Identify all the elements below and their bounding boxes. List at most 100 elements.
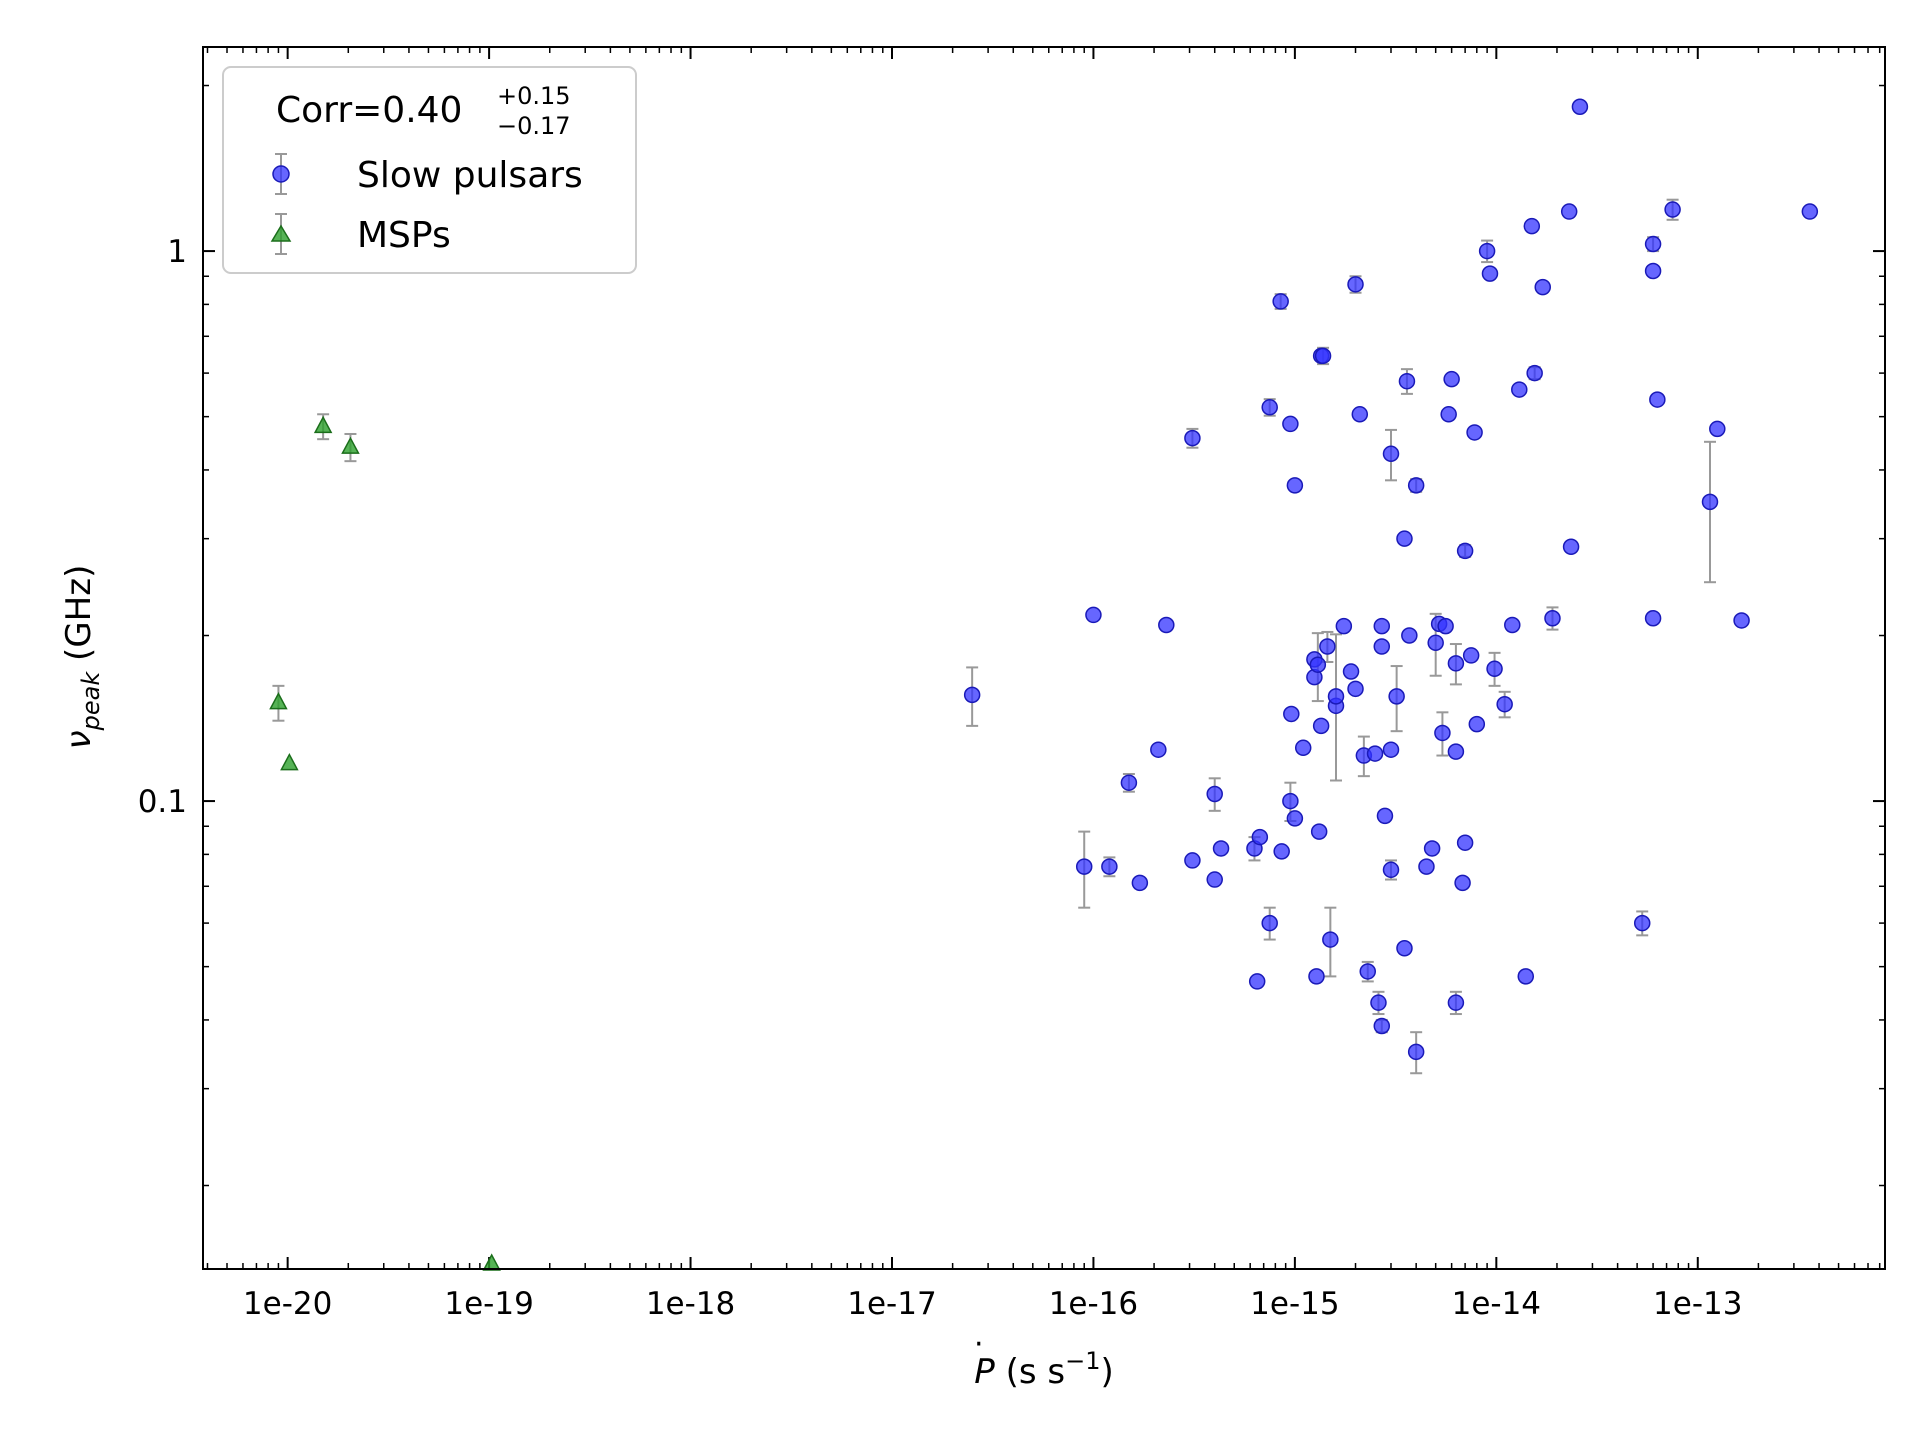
- slow-pulsars-point: [1184, 852, 1201, 869]
- x-axis-label: P (s s−1): [974, 1347, 1113, 1392]
- slow-pulsars-point: [1382, 445, 1400, 463]
- slow-pulsars-point: [1664, 201, 1681, 218]
- slow-pulsars-point: [1314, 347, 1332, 365]
- slow-pulsars-point: [1478, 242, 1496, 260]
- slow-pulsars-point: [1373, 1017, 1391, 1035]
- slow-pulsars-point: [1206, 871, 1223, 888]
- slow-pulsars-point: [1511, 381, 1528, 398]
- legend-title-sup: +0.15: [497, 82, 571, 110]
- slow-pulsars-point: [1454, 874, 1471, 892]
- slow-pulsars-point: [1544, 609, 1561, 627]
- slow-pulsars-point: [1310, 823, 1328, 840]
- slow-pulsars-point: [1131, 874, 1149, 892]
- slow-pulsars-point: [1418, 858, 1435, 875]
- slow-pulsars-point: [1373, 617, 1391, 635]
- legend-title-sub: −0.17: [497, 112, 571, 140]
- legend: Corr=0.40 +0.15 −0.17 Slow pulsars MSPs: [222, 66, 637, 274]
- slow-pulsars-point: [1447, 994, 1465, 1011]
- slow-pulsars-point: [1312, 717, 1330, 735]
- slow-pulsars-point: [1327, 688, 1345, 705]
- slow-pulsars-point: [1701, 493, 1719, 511]
- slow-pulsars-point: [1407, 1043, 1425, 1061]
- slow-pulsars-point: [1396, 940, 1413, 957]
- legend-title: Corr=0.40: [276, 90, 462, 131]
- slow-pulsars-point: [1272, 293, 1289, 310]
- slow-pulsars-point: [1308, 968, 1325, 985]
- y-tick-label: 0.1: [138, 784, 187, 820]
- slow-pulsars-point: [1342, 663, 1360, 680]
- slow-pulsars-point: [1462, 647, 1480, 664]
- slow-pulsars-point: [1075, 858, 1093, 875]
- slow-pulsars-point: [1206, 785, 1223, 803]
- msps-point: [280, 752, 299, 771]
- x-tick-label: 1e-15: [1250, 1286, 1339, 1322]
- slow-pulsars-point: [1517, 968, 1535, 985]
- slow-pulsars-point: [1283, 705, 1300, 723]
- slow-pulsars-point: [1309, 656, 1327, 673]
- slow-pulsars-point: [1437, 617, 1454, 635]
- msps-point: [341, 436, 360, 454]
- slow-pulsars-point: [1398, 372, 1416, 390]
- x-tick-label: 1e-17: [847, 1286, 936, 1322]
- slow-pulsars-point: [1709, 420, 1726, 438]
- slow-pulsars-point: [1319, 638, 1336, 655]
- slow-pulsars-point: [1158, 616, 1175, 634]
- slow-pulsars-point: [1294, 739, 1312, 757]
- slow-pulsars-point: [1466, 424, 1483, 441]
- legend-marker-slow-pulsars: [272, 165, 290, 183]
- slow-pulsars-point: [1644, 235, 1662, 253]
- slow-pulsars-point: [1120, 774, 1138, 791]
- slow-pulsars-point: [1261, 914, 1278, 932]
- slow-pulsars-point: [1526, 364, 1543, 382]
- slow-pulsars-point: [1560, 203, 1578, 220]
- slow-pulsars-point: [1248, 973, 1266, 990]
- slow-pulsars-point: [1401, 627, 1418, 644]
- slow-pulsars-point: [1407, 477, 1425, 494]
- slow-pulsars-point: [1376, 807, 1394, 825]
- slow-pulsars-point: [1351, 406, 1369, 423]
- slow-pulsars-point: [1571, 98, 1589, 115]
- slow-pulsars-point: [1335, 617, 1353, 635]
- slow-pulsars-point: [1534, 278, 1551, 296]
- slow-pulsars-point: [1649, 391, 1666, 408]
- x-tick-label: 1e-19: [444, 1286, 533, 1322]
- slow-pulsars-point: [1633, 914, 1651, 932]
- y-tick-label: 1: [167, 234, 187, 270]
- slow-pulsars-point: [1261, 399, 1278, 416]
- slow-pulsars-point: [1440, 406, 1457, 423]
- slow-pulsars-point: [1251, 828, 1269, 846]
- slow-pulsars-point: [1212, 840, 1230, 857]
- slow-pulsars-point: [1456, 542, 1474, 560]
- legend-frame: [222, 66, 637, 274]
- slow-pulsars-point: [1282, 415, 1299, 433]
- slow-pulsars-point: [963, 686, 981, 704]
- tick-labels: 1e-20 1e-19 1e-18 1e-17 1e-16 1e-15 1e-14 1e-13…: [138, 234, 1743, 1322]
- slow-pulsars-point: [1347, 276, 1364, 293]
- x-tick-label: 1e-13: [1653, 1286, 1742, 1322]
- x-tick-label: 1e-20: [243, 1286, 332, 1322]
- slow-pulsars-point: [1286, 810, 1304, 827]
- slow-pulsars-point: [1423, 840, 1441, 857]
- slow-pulsars-point: [1396, 530, 1413, 547]
- slow-pulsars-point: [1504, 616, 1521, 634]
- x-tick-label: 1e-18: [646, 1286, 735, 1322]
- slow-pulsars-point: [1382, 861, 1400, 879]
- slow-pulsars-point: [1496, 695, 1513, 713]
- msps-point: [269, 692, 288, 710]
- slow-pulsars-point: [1366, 745, 1384, 762]
- slow-pulsars-point: [1282, 792, 1299, 810]
- slow-pulsars-point: [1801, 203, 1819, 220]
- slow-pulsars-point: [1388, 688, 1405, 705]
- slow-pulsars-point: [1447, 743, 1465, 760]
- slow-pulsars-point: [1481, 265, 1499, 282]
- y-axis-label: νpeak (GHz): [59, 565, 105, 750]
- slow-pulsars-point: [1370, 994, 1387, 1011]
- slow-pulsars-point: [1644, 262, 1662, 280]
- plot-frame: [202, 46, 1886, 1270]
- slow-pulsars-point: [1347, 680, 1364, 698]
- slow-pulsars-point: [1150, 741, 1167, 758]
- slow-pulsars-point: [1733, 612, 1750, 629]
- slow-pulsars-point: [1434, 724, 1451, 742]
- x-tick-label: 1e-16: [1049, 1286, 1138, 1322]
